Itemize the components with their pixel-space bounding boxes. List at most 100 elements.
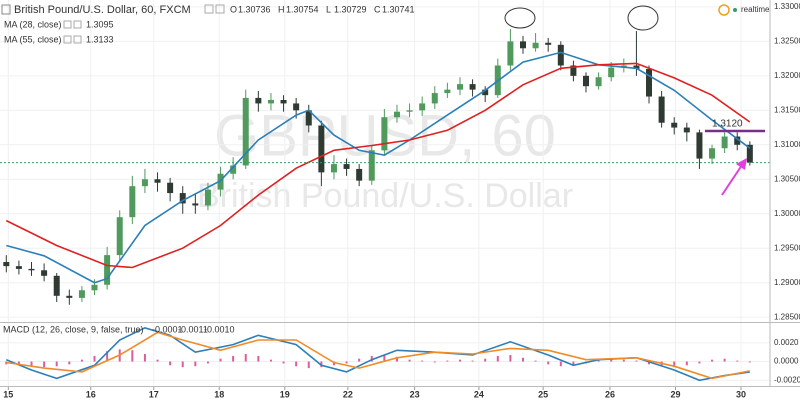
indicator-line — [6, 331, 750, 380]
histogram-bar — [610, 358, 613, 362]
candle-body — [192, 203, 199, 206]
histogram-bar — [711, 359, 714, 362]
candle-body — [583, 75, 590, 87]
y-tick-label: 1.29500 — [774, 243, 800, 252]
candle-body — [167, 182, 174, 194]
candle-body — [293, 103, 300, 111]
histogram-bar — [622, 359, 625, 362]
histogram-bar — [244, 354, 247, 362]
histogram-bar — [143, 354, 146, 362]
x-tick-label: 22 — [343, 389, 353, 399]
candle-body — [91, 284, 98, 291]
histogram-bar — [421, 360, 424, 362]
quote-key: C — [374, 4, 381, 14]
y-tick-label: 1.29000 — [774, 278, 800, 287]
candle-body — [545, 42, 552, 45]
x-tick-label: 26 — [605, 389, 615, 399]
histogram-bar — [257, 355, 260, 362]
candle-body — [116, 217, 123, 256]
candle-body — [696, 132, 703, 159]
candle-body — [267, 99, 274, 104]
icon — [73, 35, 82, 44]
indicator-value: -0.0001 — [152, 324, 183, 334]
candle-body — [343, 164, 350, 169]
candle-body — [141, 179, 148, 187]
candle-body — [356, 168, 363, 181]
histogram-bar — [17, 361, 20, 366]
level-label: 1.3120 — [712, 119, 743, 130]
histogram-bar — [484, 358, 487, 362]
candle-body — [721, 136, 728, 149]
circle-annotation — [504, 7, 536, 29]
candle-body — [557, 44, 564, 66]
candle-body — [431, 93, 438, 104]
candle-body — [456, 84, 463, 90]
candle-body — [671, 122, 678, 128]
status-icon — [718, 4, 730, 16]
histogram-bar — [723, 358, 726, 362]
status: realtime — [741, 5, 770, 14]
candle-body — [129, 186, 136, 218]
candle-body — [482, 89, 489, 96]
header: British Pound/U.S. Dollar, 60, FXCM real… — [1, 4, 770, 334]
candle-body — [204, 189, 211, 206]
histogram-bar — [332, 361, 335, 366]
candle-body — [507, 41, 514, 66]
histogram-bar — [559, 361, 562, 367]
candle-body — [393, 111, 400, 118]
icon — [63, 35, 72, 44]
candle-body — [709, 148, 716, 159]
candle-body — [154, 179, 161, 183]
indicator-value: -0.0011 — [178, 324, 208, 334]
histogram-bar — [534, 360, 537, 362]
symbol-title: British Pound/U.S. Dollar, 60, FXCM — [14, 4, 191, 16]
candle-body — [78, 290, 85, 298]
indicator-value: -0.0010 — [204, 324, 235, 334]
x-tick-label: 15 — [3, 389, 13, 399]
legend-value: 1.3133 — [86, 34, 114, 44]
histogram-bar — [358, 358, 361, 362]
arrow-head — [736, 158, 747, 170]
candle-body — [519, 41, 526, 49]
candle-body — [444, 89, 451, 94]
histogram-bar — [93, 355, 96, 362]
y-tick-label: 1.32000 — [774, 71, 800, 80]
icon — [63, 20, 72, 29]
candle-body — [608, 67, 615, 78]
histogram-bar — [269, 359, 272, 362]
histogram-bar — [635, 360, 638, 362]
histogram-bar — [685, 361, 688, 366]
y-tick-label: 1.31000 — [774, 140, 800, 149]
histogram-bar — [509, 354, 512, 362]
y-tick-label: 1.28500 — [774, 312, 800, 321]
histogram-bar — [194, 361, 197, 367]
candle-body — [242, 97, 249, 166]
y-tick-label: -0.0020 — [774, 375, 800, 384]
histogram-bar — [181, 361, 184, 368]
candle-body — [41, 270, 48, 276]
y-tick-label: 1.31500 — [774, 105, 800, 114]
quote-value: 1.30736 — [238, 4, 271, 14]
y-tick-label: 1.30500 — [774, 174, 800, 183]
candle-body — [255, 97, 262, 104]
circle-annotation — [627, 5, 659, 31]
legend-name: MA (55, close) — [4, 34, 62, 44]
icon — [215, 4, 225, 14]
candle-body — [595, 77, 602, 87]
histogram-bar — [106, 351, 109, 362]
candle-body — [368, 150, 375, 181]
x-tick-label: 23 — [410, 389, 420, 399]
candle-body — [469, 84, 476, 90]
histogram-bar — [471, 360, 474, 362]
candle-body — [104, 255, 111, 285]
x-tick-label: 24 — [474, 389, 484, 399]
x-tick-label: 18 — [214, 389, 224, 399]
histogram-bar — [572, 361, 575, 366]
legend-value: 1.3095 — [86, 19, 114, 29]
histogram-bar — [698, 361, 701, 364]
histogram-bar — [648, 361, 651, 365]
y-tick-label: 0.0020 — [774, 338, 799, 347]
candle-body — [646, 68, 653, 97]
candle-body — [330, 164, 337, 173]
quote-value: 1.30729 — [334, 4, 367, 14]
